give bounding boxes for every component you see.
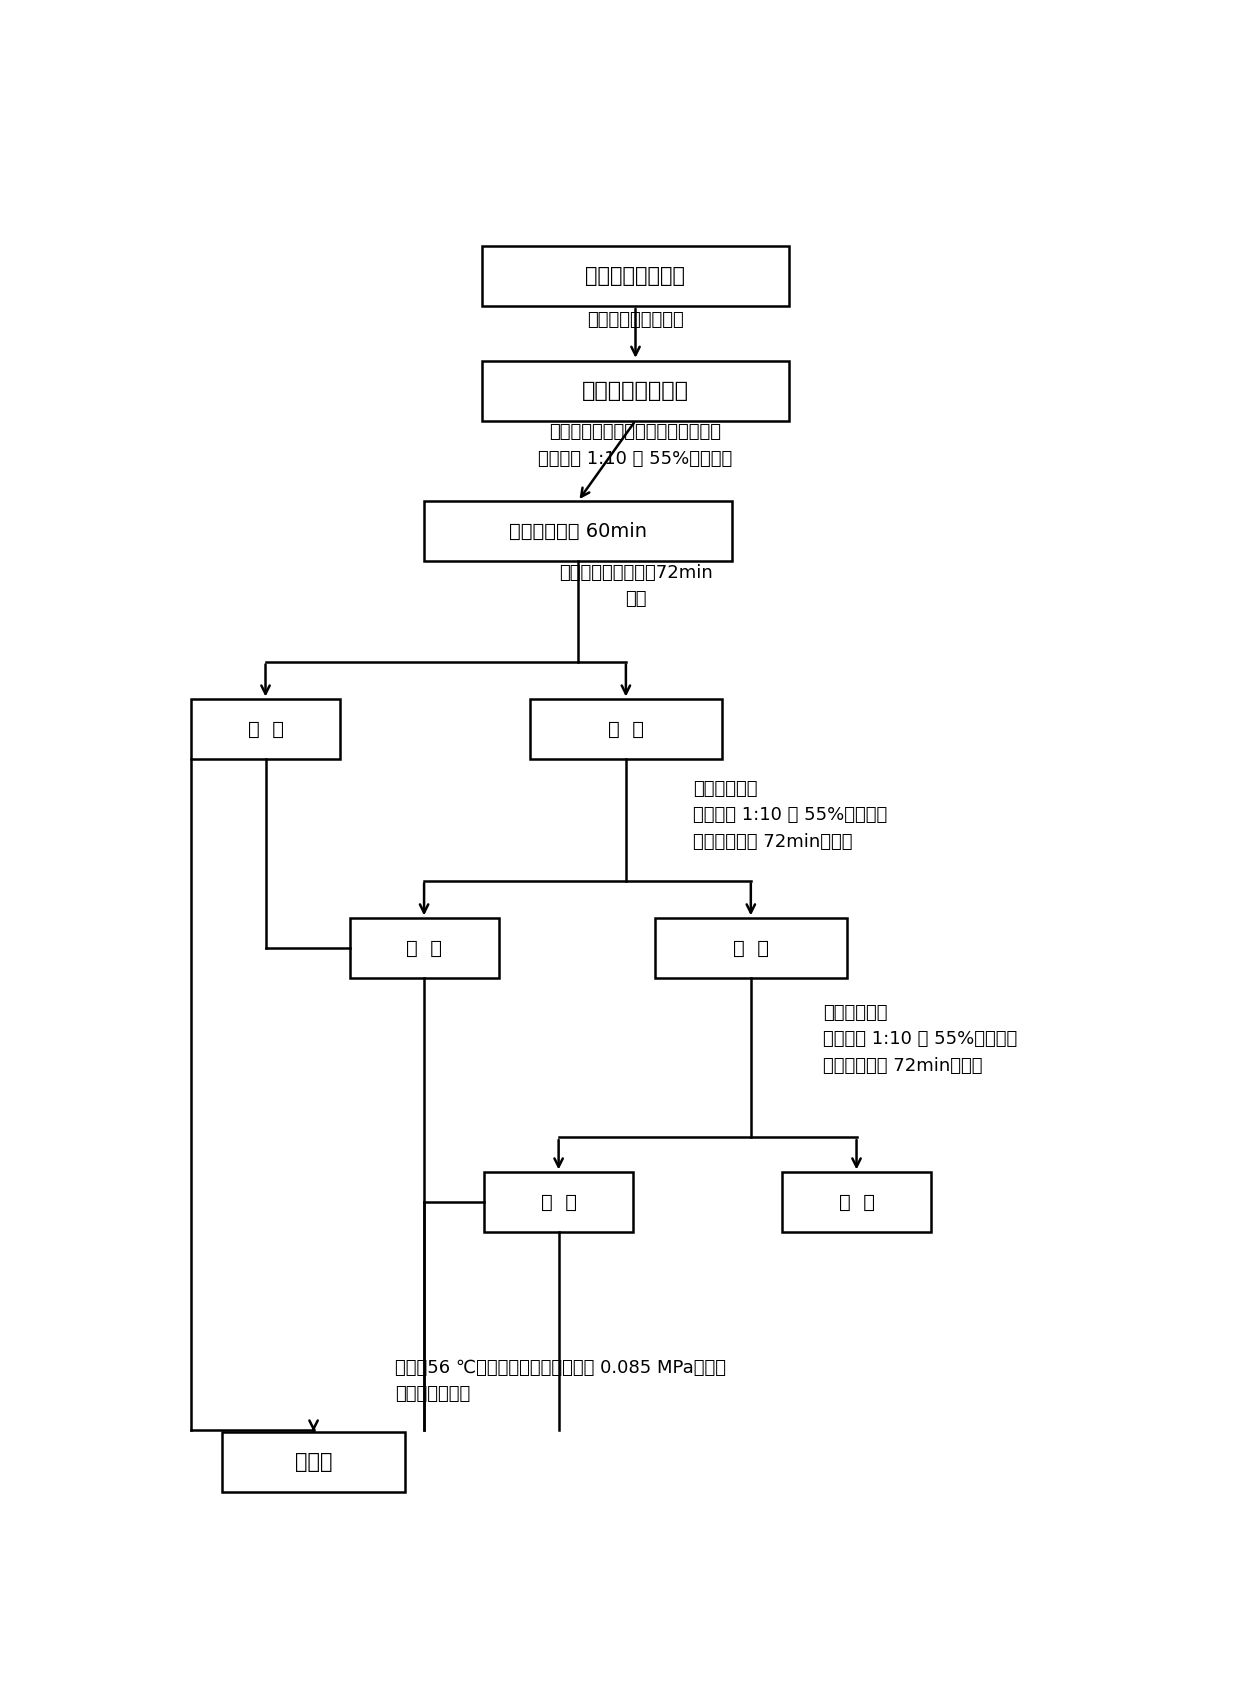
Text: 滤  液: 滤 液 <box>248 719 284 739</box>
FancyBboxPatch shape <box>484 1173 634 1232</box>
Text: 干浸膏: 干浸膏 <box>295 1452 332 1472</box>
FancyBboxPatch shape <box>350 919 498 978</box>
Text: 加入提取容器（圆底烧瓶或提取罐）
按料液比 1:10 加 55%乙醇溶液: 加入提取容器（圆底烧瓶或提取罐） 按料液比 1:10 加 55%乙醇溶液 <box>538 423 733 467</box>
Text: 滤  渣: 滤 渣 <box>838 1193 874 1211</box>
FancyBboxPatch shape <box>481 245 789 306</box>
FancyBboxPatch shape <box>655 919 847 978</box>
Text: 静态加热回流提取，72min
过滤: 静态加热回流提取，72min 过滤 <box>559 563 712 609</box>
FancyBboxPatch shape <box>424 501 732 562</box>
FancyBboxPatch shape <box>222 1431 404 1492</box>
Text: 柴胡地上部分粗粉: 柴胡地上部分粗粉 <box>582 381 689 401</box>
Text: 滤  液: 滤 液 <box>405 939 443 958</box>
FancyBboxPatch shape <box>481 360 789 421</box>
FancyBboxPatch shape <box>529 699 722 760</box>
FancyBboxPatch shape <box>191 699 340 760</box>
Text: 滤  液: 滤 液 <box>541 1193 577 1211</box>
FancyBboxPatch shape <box>782 1173 931 1232</box>
Text: 滤  渣: 滤 渣 <box>608 719 644 739</box>
Text: 柴胡地上部分净选: 柴胡地上部分净选 <box>585 266 686 286</box>
Text: 合并，56 ℃以下减压浓缩（真空度为 0.085 MPa左右）
至溶剂全部蒸干: 合并，56 ℃以下减压浓缩（真空度为 0.085 MPa左右） 至溶剂全部蒸干 <box>396 1359 727 1403</box>
Text: 放回提取容器
按料液比 1:10 加 55%乙醇溶液
静态回流提取 72min，过滤: 放回提取容器 按料液比 1:10 加 55%乙醇溶液 静态回流提取 72min，… <box>693 780 888 851</box>
Text: 放回提取容器
按料液比 1:10 加 55%乙醇溶液
静态回流提取 72min，过滤: 放回提取容器 按料液比 1:10 加 55%乙醇溶液 静态回流提取 72min，… <box>823 1003 1017 1074</box>
Text: 滤  渣: 滤 渣 <box>733 939 769 958</box>
Text: 粉碎，过药典二号筛: 粉碎，过药典二号筛 <box>587 311 684 330</box>
Text: 密闭室温浸泡 60min: 密闭室温浸泡 60min <box>508 521 647 541</box>
